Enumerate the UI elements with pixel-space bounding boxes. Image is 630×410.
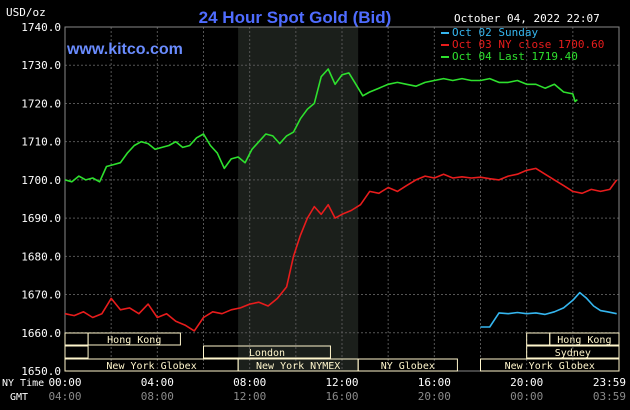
session-bar [549,332,620,346]
session-bar [480,358,620,372]
y-tick-label: 1670.0 [21,289,61,302]
x-tick-label-ny: 23:59 [593,376,626,389]
x-tick-label-ny: 00:00 [48,376,81,389]
x-tick-label-ny: 16:00 [418,376,451,389]
y-tick-label: 1690.0 [21,212,61,225]
axis-row-label-ny: NY Time [2,378,44,389]
y-tick-label: 1660.0 [21,327,61,340]
sessions-layer: Hong Kong London New York Globex New York N… [64,332,620,372]
y-tick-label: 1720.0 [21,97,61,110]
session-bar [87,332,181,346]
timestamp: October 04, 2022 22:07 [454,12,600,25]
x-tick-label-gmt: 04:00 [48,390,81,403]
legend-entry: Oct 04 Last 1719.40 [452,50,578,63]
nymex-highlight-band [238,27,359,371]
session-label: Hong Kong [107,335,161,346]
legend-entry: Oct 02 Sunday [452,26,538,39]
session-label: Sydney [555,348,591,359]
session-label: New York NYMEX [256,361,340,372]
x-tick-label-gmt: 08:00 [141,390,174,403]
series-line-1 [64,167,618,332]
y-tick-label: 1680.0 [21,250,61,263]
session-stub [64,345,89,359]
x-tick-label-gmt: 20:00 [418,390,451,403]
chart-title: 24 Hour Spot Gold (Bid) [199,8,392,27]
y-tick-labels: 1740.0 1730.0 1720.0 1710.0 1700.0 1690.0 1680… [21,21,61,378]
x-tick-label-ny: 20:00 [510,376,543,389]
x-tick-label-ny: 12:00 [325,376,358,389]
session-label: New York Globex [106,361,196,372]
unit-label: USD/oz [6,6,46,19]
session-label: NY Globex [381,361,435,372]
x-tick-labels: 00:00 04:00 08:00 12:00 16:00 20:00 23:5904:00… [48,376,626,403]
x-tick-label-ny: 08:00 [233,376,266,389]
x-tick-label-gmt: 16:00 [325,390,358,403]
highlight-band-layer [238,27,359,371]
session-label: Hong Kong [557,335,611,346]
x-tick-label-gmt: 03:59 [593,390,626,403]
y-tick-label: 1730.0 [21,59,61,72]
y-tick-label: 1740.0 [21,21,61,34]
y-tick-label: 1650.0 [21,365,61,378]
session-bar [357,358,458,372]
source-label: www.kitco.com [66,41,183,58]
session-label: New York Globex [505,361,595,372]
series-line-2 [64,68,578,183]
x-tick-label-gmt: 12:00 [233,390,266,403]
x-tick-label-gmt: 00:00 [510,390,543,403]
series-line-0 [480,291,617,328]
legend-entry: Oct 03 NY close 1700.60 [452,38,604,51]
series-layer [64,68,618,332]
y-tick-label: 1710.0 [21,136,61,149]
session-bar [526,345,620,359]
session-bar [203,345,331,359]
session-label: London [249,348,285,359]
y-tick-label: 1700.0 [21,174,61,187]
axis-row-label-gmt: GMT [10,392,28,403]
x-tick-label-ny: 04:00 [141,376,174,389]
